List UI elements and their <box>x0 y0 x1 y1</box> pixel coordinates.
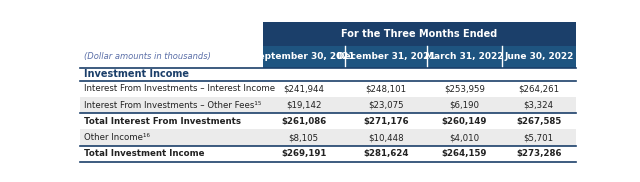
Text: $19,142: $19,142 <box>286 101 321 110</box>
Text: $269,191: $269,191 <box>281 149 326 158</box>
Text: $6,190: $6,190 <box>449 101 479 110</box>
Text: $271,176: $271,176 <box>364 117 409 126</box>
Text: $241,944: $241,944 <box>283 84 324 93</box>
Bar <box>80 68 576 81</box>
Text: Total Investment Income: Total Investment Income <box>84 149 204 158</box>
Text: $248,101: $248,101 <box>365 84 406 93</box>
Text: Interest From Investments – Interest Income: Interest From Investments – Interest Inc… <box>84 84 275 93</box>
Text: March 31, 2022: March 31, 2022 <box>425 52 504 61</box>
Text: Investment Income: Investment Income <box>84 69 189 79</box>
Text: $8,105: $8,105 <box>289 133 319 142</box>
Text: $10,448: $10,448 <box>368 133 404 142</box>
Text: $4,010: $4,010 <box>449 133 479 142</box>
Text: For the Three Months Ended: For the Three Months Ended <box>341 29 497 39</box>
Text: $3,324: $3,324 <box>524 101 554 110</box>
Text: $253,959: $253,959 <box>444 84 485 93</box>
Text: $273,286: $273,286 <box>516 149 561 158</box>
Text: June 30, 2022: June 30, 2022 <box>504 52 573 61</box>
Text: Other Income¹⁶: Other Income¹⁶ <box>84 133 150 142</box>
Text: September 30, 2021: September 30, 2021 <box>252 52 355 61</box>
Text: $261,086: $261,086 <box>281 117 326 126</box>
Text: $267,585: $267,585 <box>516 117 561 126</box>
Text: Interest From Investments – Other Fees¹⁵: Interest From Investments – Other Fees¹⁵ <box>84 101 261 110</box>
Text: $5,701: $5,701 <box>524 133 554 142</box>
Text: Total Interest From Investments: Total Interest From Investments <box>84 117 241 126</box>
Text: $23,075: $23,075 <box>368 101 404 110</box>
Text: (Dollar amounts in thousands): (Dollar amounts in thousands) <box>84 52 211 61</box>
Text: $264,159: $264,159 <box>442 149 487 158</box>
Text: $264,261: $264,261 <box>518 84 559 93</box>
Text: December 31, 2021: December 31, 2021 <box>337 52 435 61</box>
Text: $281,624: $281,624 <box>364 149 409 158</box>
Text: $260,149: $260,149 <box>442 117 487 126</box>
